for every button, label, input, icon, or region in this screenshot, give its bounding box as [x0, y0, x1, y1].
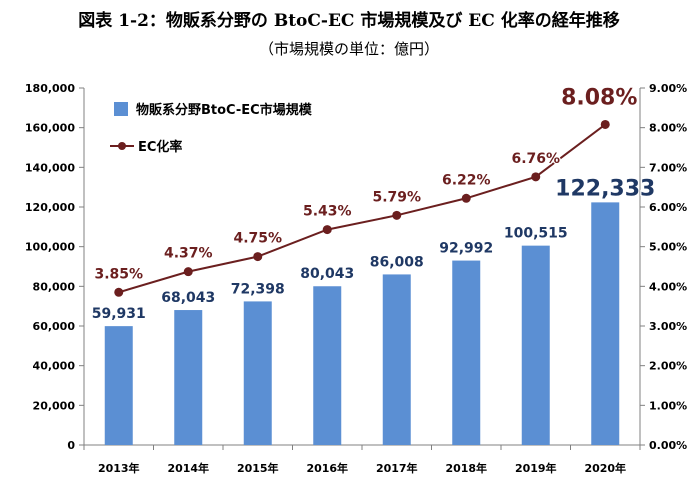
y-left-tick-label: 40,000	[33, 360, 76, 373]
bar	[521, 245, 550, 445]
ec-rate-marker	[600, 119, 610, 129]
bar	[174, 310, 203, 445]
x-tick-label: 2015年	[237, 461, 279, 475]
legend-label-bar: 物販系分野BtoC-EC市場規模	[136, 102, 313, 118]
y-right-tick-label: 3.00%	[649, 320, 687, 333]
ec-rate-marker	[183, 267, 193, 277]
chart-title: 図表 1-2：物販系分野の BtoC-EC 市場規模及び EC 化率の経年推移	[78, 11, 620, 31]
line-value-label: 5.43%	[303, 204, 352, 220]
line-value-label: 3.85%	[94, 266, 143, 282]
y-left-tick-label: 80,000	[33, 280, 76, 293]
y-right-tick-label: 7.00%	[649, 161, 687, 174]
y-right-tick-label: 6.00%	[649, 201, 687, 214]
line-value-label: 6.76%	[511, 151, 560, 167]
y-left-tick-label: 0	[67, 439, 75, 452]
ec-rate-marker	[531, 172, 541, 182]
y-left-tick-label: 20,000	[33, 399, 76, 412]
x-tick-label: 2018年	[445, 461, 487, 475]
y-right-tick-label: 4.00%	[649, 280, 687, 293]
x-tick-label: 2017年	[376, 461, 418, 475]
y-left-tick-label: 180,000	[25, 82, 75, 95]
x-tick-label: 2013年	[98, 461, 140, 475]
legend-swatch-marker	[118, 142, 126, 150]
chart-subtitle: （市場規模の単位：億円）	[258, 40, 439, 58]
y-right-tick-label: 1.00%	[649, 399, 687, 412]
bar	[382, 274, 411, 445]
y-right-tick-label: 9.00%	[649, 82, 687, 95]
line-value-label: 4.75%	[233, 231, 282, 247]
bar-value-label: 72,398	[231, 281, 285, 297]
legend-swatch-bar	[114, 102, 128, 116]
bar-value-label: 122,333	[555, 176, 655, 201]
x-tick-label: 2019年	[515, 461, 557, 475]
y-right-tick-label: 2.00%	[649, 360, 687, 373]
y-left-tick-label: 140,000	[25, 161, 75, 174]
y-left-tick-label: 120,000	[25, 201, 75, 214]
bar-value-label: 86,008	[370, 254, 424, 270]
x-tick-label: 2014年	[167, 461, 209, 475]
legend-label-line: EC化率	[138, 139, 182, 155]
bar	[243, 301, 272, 445]
bar	[591, 202, 620, 445]
ec-rate-marker	[392, 210, 402, 220]
bar	[104, 326, 133, 445]
bar-value-label: 100,515	[504, 226, 568, 242]
bar	[313, 286, 342, 445]
line-value-label: 4.37%	[164, 246, 213, 262]
bar-value-label: 92,992	[439, 241, 493, 257]
ec-rate-marker	[322, 225, 332, 235]
ec-rate-line	[118, 123, 606, 294]
ec-rate-marker	[253, 252, 263, 262]
y-left-tick-label: 100,000	[25, 241, 75, 254]
line-value-label: 5.79%	[372, 189, 421, 205]
x-tick-label: 2020年	[584, 461, 626, 475]
bar-value-label: 80,043	[300, 266, 354, 282]
bar-value-label: 68,043	[161, 290, 215, 306]
y-left-tick-label: 60,000	[33, 320, 76, 333]
line-value-label: 6.22%	[442, 172, 491, 188]
ec-rate-marker	[114, 287, 124, 297]
y-right-tick-label: 8.00%	[649, 122, 687, 135]
ec-rate-marker	[461, 193, 471, 203]
bar	[452, 260, 481, 445]
bar-value-label: 59,931	[92, 306, 146, 322]
x-tick-label: 2016年	[306, 461, 348, 475]
y-right-tick-label: 0.00%	[649, 439, 687, 452]
line-value-label: 8.08%	[561, 85, 637, 110]
y-right-tick-label: 5.00%	[649, 241, 687, 254]
y-left-tick-label: 160,000	[25, 122, 75, 135]
